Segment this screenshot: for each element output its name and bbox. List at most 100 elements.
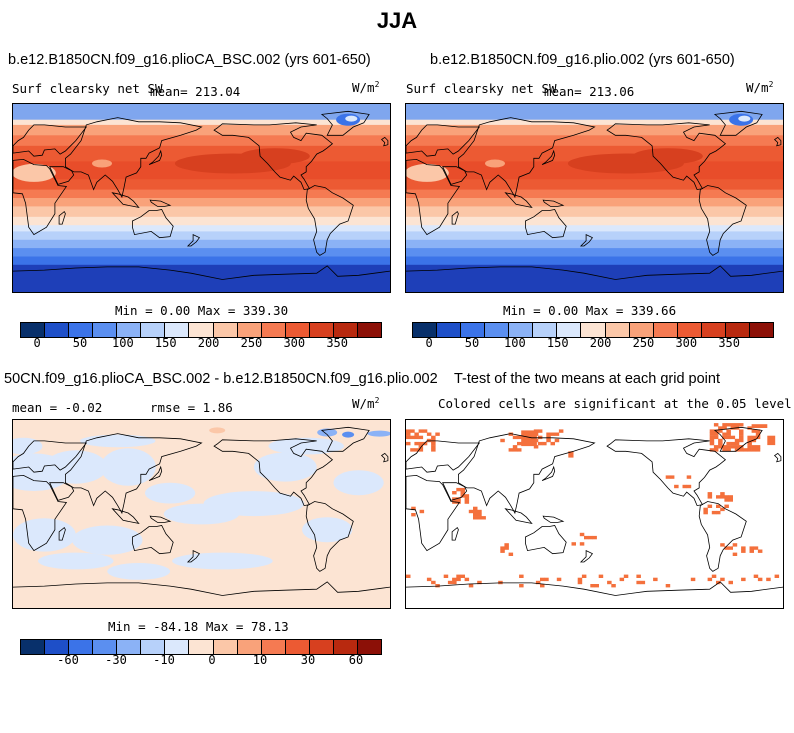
significant-cell	[716, 580, 721, 585]
coastline	[111, 508, 140, 525]
significant-cell	[422, 441, 428, 446]
significant-cell	[588, 535, 593, 540]
significant-cell	[571, 542, 576, 546]
significant-cell	[751, 445, 757, 449]
colorbar-tick-label: 100	[112, 336, 134, 350]
significant-cell	[713, 423, 719, 427]
significant-cell	[464, 500, 470, 504]
significant-cell	[722, 423, 727, 427]
significant-cell	[473, 506, 478, 511]
coastline	[773, 452, 782, 463]
significant-cell	[537, 441, 543, 446]
panel2-stats: Min = 0.00 Max = 339.66	[503, 303, 677, 318]
significant-cell	[711, 574, 717, 578]
field-band	[13, 256, 390, 266]
panel2-title: b.e12.B1850CN.f09_g16.plio.002 (yrs 601-…	[430, 52, 735, 68]
coastline	[542, 515, 565, 523]
significant-cell	[435, 432, 440, 436]
significant-cell	[464, 497, 470, 501]
coastline	[406, 474, 461, 552]
coastline	[442, 166, 468, 185]
significant-cell	[751, 424, 768, 428]
significant-cell	[592, 535, 597, 540]
colorbar-swatch	[21, 323, 45, 337]
significant-cell	[546, 432, 551, 436]
field-band	[406, 206, 783, 218]
colorbar-tick-label: 150	[546, 336, 569, 350]
significant-cell	[674, 484, 679, 489]
significant-cell	[579, 532, 585, 537]
field-negative-region	[172, 552, 273, 570]
significant-cell	[537, 429, 543, 433]
significant-cell	[728, 546, 733, 550]
coastline	[713, 426, 763, 452]
significant-cell	[460, 574, 465, 578]
significant-cell	[473, 516, 478, 520]
colorbar-tick-label: -30	[105, 653, 127, 667]
coastline	[406, 581, 783, 596]
coastline	[406, 440, 481, 473]
significant-cell	[747, 426, 752, 430]
panel1-colorbar	[20, 322, 382, 338]
panel3-map	[12, 419, 391, 609]
panel2-coastlines	[406, 110, 783, 280]
field-negative-region	[253, 452, 317, 482]
colorbar-swatch	[92, 640, 117, 654]
coastline	[406, 158, 461, 236]
significant-cell	[739, 448, 744, 452]
coastline	[65, 117, 203, 199]
significant-cell	[414, 432, 419, 436]
colorbar-tick-label: 60	[348, 653, 364, 667]
colorbar-swatch	[748, 323, 773, 337]
panel2-variable: Surf clearsky net SW	[406, 81, 557, 96]
field-band	[406, 189, 783, 199]
significant-cell	[611, 584, 616, 588]
significant-cell	[709, 432, 715, 436]
significant-cell	[755, 445, 761, 449]
panel2-field	[406, 104, 783, 292]
significant-cell	[739, 432, 744, 436]
significant-cell	[724, 498, 729, 502]
colorbar-swatch	[484, 323, 509, 337]
significant-cell	[406, 435, 411, 440]
significant-cell	[722, 426, 727, 430]
significant-cell	[414, 448, 419, 452]
panel4-subtitle: Colored cells are significant at the 0.0…	[438, 396, 792, 411]
significant-cell	[707, 492, 713, 496]
significant-cell	[468, 584, 474, 588]
significant-cell	[517, 448, 522, 452]
field-negative-region	[268, 437, 344, 455]
significant-cell	[636, 580, 641, 585]
panel3-field	[13, 420, 390, 608]
significant-cell	[709, 429, 715, 433]
significant-cell	[550, 432, 555, 436]
panel1-field	[13, 104, 390, 292]
field-band	[406, 248, 783, 257]
field-desert-region	[406, 163, 449, 182]
significant-cell	[456, 577, 461, 582]
field-negative-region	[13, 437, 43, 455]
significant-cell	[720, 543, 725, 547]
significant-cell	[579, 542, 585, 546]
significant-cell	[508, 448, 514, 452]
colorbar-swatch	[188, 323, 213, 337]
colorbar-tick-label: 350	[326, 336, 348, 350]
significant-cell	[519, 584, 524, 588]
colorbar-swatch	[604, 323, 629, 337]
coastline	[442, 482, 468, 501]
significant-cell	[594, 584, 599, 588]
significant-cell	[456, 497, 461, 501]
significant-cell	[728, 580, 733, 585]
field-band	[13, 225, 390, 232]
colorbar-tick-label: 250	[240, 336, 263, 350]
field-negative-region	[38, 552, 114, 570]
significant-cell	[406, 429, 411, 433]
field-band	[406, 239, 783, 249]
significant-cell	[517, 441, 522, 446]
significant-cell	[533, 445, 539, 449]
significant-cell	[598, 574, 604, 578]
significant-cell	[410, 435, 415, 440]
panel1-map-svg	[13, 104, 390, 292]
coastline	[380, 452, 389, 463]
significant-cell	[500, 549, 505, 553]
